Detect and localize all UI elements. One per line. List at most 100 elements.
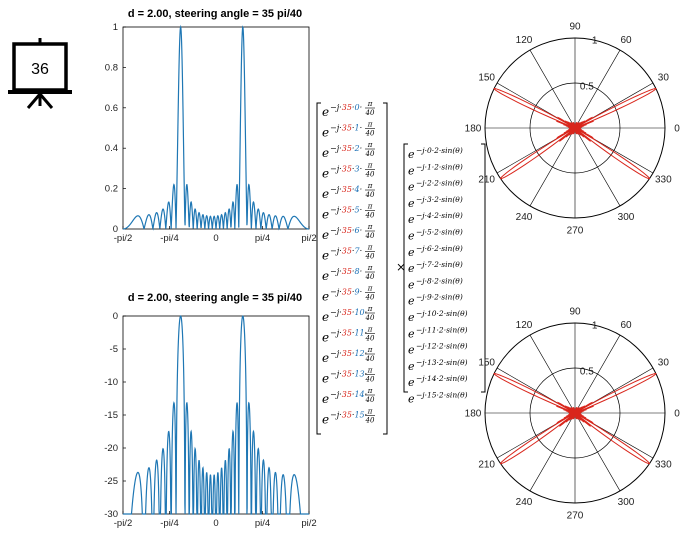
svg-text:e: e: [408, 327, 415, 340]
steering-vector-entry: e −j·35·4· π40: [322, 182, 375, 201]
svg-text:−j·14·2·sin(θ): −j·14·2·sin(θ): [416, 374, 468, 383]
svg-text:π: π: [367, 100, 373, 108]
svg-text:π: π: [367, 203, 373, 211]
steering-vector-entry: e −j·35·14· π40: [322, 387, 375, 406]
svg-text:π: π: [367, 326, 373, 334]
svg-text:40: 40: [365, 109, 375, 117]
svg-text:−j·35·1·: −j·35·1·: [330, 124, 362, 133]
steering-vector-entry: e −j·35·3· π40: [322, 162, 375, 181]
array-phase-entry: e −j·9·2·sin(θ): [408, 293, 463, 308]
svg-text:−j·35·5·: −j·35·5·: [330, 206, 362, 215]
svg-text:e: e: [408, 246, 415, 259]
svg-text:−j·13·2·sin(θ): −j·13·2·sin(θ): [416, 358, 468, 367]
array-phase-entry: e −j·14·2·sin(θ): [408, 374, 468, 389]
y-tick-label: 0: [113, 224, 118, 235]
polar-angle-label: 210: [478, 460, 495, 471]
polar-plot-bottom: 0 30 60 90 120 150 180 210 240 270 300 330 0.5 1: [465, 307, 681, 522]
svg-text:−j·0·2·sin(θ): −j·0·2·sin(θ): [416, 146, 463, 155]
x-tick-label: -pi/4: [160, 233, 178, 244]
top-plot-axes: [122, 26, 310, 230]
svg-text:π: π: [367, 223, 373, 231]
polar-angle-label: 180: [465, 124, 482, 135]
svg-text:40: 40: [365, 335, 375, 343]
array-phase-entry: e −j·12·2·sin(θ): [408, 342, 468, 357]
polar-angle-label: 240: [516, 497, 533, 508]
array-phase-entry: e −j·10·2·sin(θ): [408, 309, 468, 324]
svg-text:−j·4·2·sin(θ): −j·4·2·sin(θ): [416, 211, 463, 220]
svg-text:40: 40: [365, 273, 375, 281]
svg-text:π: π: [367, 346, 373, 354]
steering-vector-entry: e −j·35·6· π40: [322, 223, 375, 242]
polar-angle-label: 270: [567, 511, 584, 522]
svg-text:π: π: [367, 367, 373, 375]
svg-text:π: π: [367, 141, 373, 149]
steering-vector-entry: e −j·35·15· π40: [322, 408, 375, 427]
svg-text:−j·35·4·: −j·35·4·: [330, 185, 362, 194]
polar-angle-label: 150: [478, 358, 495, 369]
x-tick-label: -pi/2: [114, 518, 132, 529]
svg-text:e: e: [322, 126, 329, 140]
steering-vector-entry: e −j·35·13· π40: [322, 367, 375, 386]
svg-text:e: e: [408, 262, 415, 275]
polar-angle-label: 0: [674, 124, 680, 135]
svg-text:−j·12·2·sin(θ): −j·12·2·sin(θ): [416, 342, 468, 351]
array-phase-entry: e −j·15·2·sin(θ): [408, 391, 468, 406]
array-phase-entry: e −j·0·2·sin(θ): [408, 146, 463, 161]
polar-radial-label: 0.5: [580, 367, 594, 378]
svg-text:40: 40: [365, 376, 375, 384]
svg-text:e: e: [408, 295, 415, 308]
svg-text:e: e: [322, 310, 329, 324]
polar-angle-label: 0: [674, 409, 680, 420]
steering-vector-entry: e −j·35·5· π40: [322, 203, 375, 222]
top-plot-ticks: -pi/2 -pi/4 0 pi/4 pi/2 0 0.2 0.4 0.6 0.8 1: [105, 22, 317, 244]
svg-text:40: 40: [365, 253, 375, 261]
svg-text:−j·15·2·sin(θ): −j·15·2·sin(θ): [416, 391, 468, 400]
y-tick-label: -30: [104, 509, 118, 520]
svg-text:40: 40: [365, 417, 375, 425]
svg-text:−j·6·2·sin(θ): −j·6·2·sin(θ): [416, 244, 463, 253]
polar-radial-label: 0.5: [580, 82, 594, 93]
svg-text:e: e: [408, 311, 415, 324]
polar-angle-label: 60: [620, 35, 632, 46]
polar-angle-label: 330: [655, 175, 672, 186]
array-phase-entry: e −j·1·2·sin(θ): [408, 162, 463, 177]
y-tick-label: -10: [104, 377, 118, 388]
polar-angle-label: 90: [569, 307, 581, 318]
svg-text:−j·1·2·sin(θ): −j·1·2·sin(θ): [416, 162, 463, 171]
polar-plot-top: 0 30 60 90 120 150 180 210 240 270 300 330 0.5 1: [465, 22, 681, 237]
steering-vector-entry: e −j·35·9· π40: [322, 285, 375, 304]
svg-text:40: 40: [365, 294, 375, 302]
polar-angle-label: 180: [465, 409, 482, 420]
steering-vector-entry: e −j·35·8· π40: [322, 264, 375, 283]
icon-label: 36: [31, 61, 49, 78]
svg-text:−j·9·2·sin(θ): −j·9·2·sin(θ): [416, 293, 463, 302]
svg-text:e: e: [408, 197, 415, 210]
polar-angle-label: 210: [478, 175, 495, 186]
bottom-plot-series-line: [123, 315, 309, 515]
steering-vector-entry: e −j·35·10· π40: [322, 305, 375, 324]
svg-text:−j·7·2·sin(θ): −j·7·2·sin(θ): [416, 260, 463, 269]
svg-text:40: 40: [365, 150, 375, 158]
polar-angle-label: 120: [516, 35, 533, 46]
x-tick-label: -pi/2: [114, 233, 132, 244]
x-tick-label: 0: [213, 518, 218, 529]
y-tick-label: 0: [113, 311, 118, 322]
x-tick-label: pi/2: [301, 233, 316, 244]
svg-text:−j·35·7·: −j·35·7·: [330, 247, 362, 256]
svg-text:π: π: [367, 162, 373, 170]
svg-text:e: e: [322, 167, 329, 181]
polar-angle-label: 30: [658, 73, 670, 84]
svg-text:−j·35·3·: −j·35·3·: [330, 165, 362, 174]
polar-angle-label: 300: [618, 497, 635, 508]
steering-vector-entry: e −j·35·12· π40: [322, 346, 375, 365]
array-phase-entry: e −j·3·2·sin(θ): [408, 195, 463, 210]
svg-text:e: e: [408, 213, 415, 226]
y-tick-label: -20: [104, 443, 118, 454]
svg-text:−j·35·0·: −j·35·0·: [330, 103, 362, 112]
x-tick-label: 0: [213, 233, 218, 244]
svg-text:−j·10·2·sin(θ): −j·10·2·sin(θ): [416, 309, 468, 318]
svg-text:−j·11·2·sin(θ): −j·11·2·sin(θ): [416, 325, 468, 334]
svg-text:−j·5·2·sin(θ): −j·5·2·sin(θ): [416, 228, 463, 237]
y-tick-label: -25: [104, 476, 118, 487]
